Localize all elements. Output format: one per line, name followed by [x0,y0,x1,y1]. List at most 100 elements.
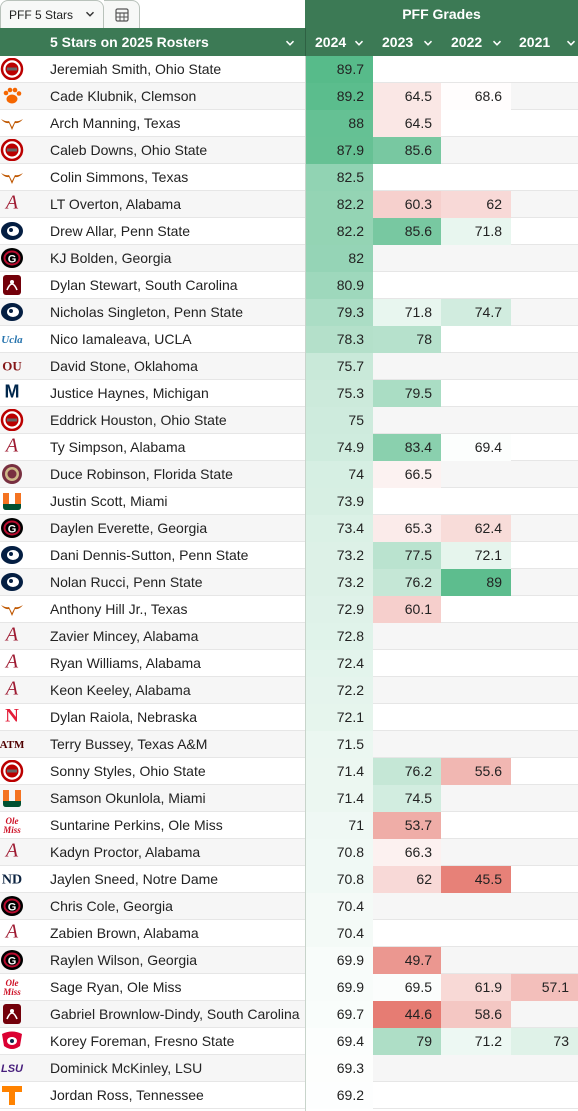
grade-cell-2021[interactable] [511,839,578,866]
table-row[interactable]: N Dylan Raiola, Nebraska 72.1 [0,704,578,731]
grade-cell-2021[interactable] [511,623,578,650]
column-header-2023[interactable]: 2023 [373,28,441,56]
grade-cell-2024[interactable]: 82.5 [306,164,373,191]
player-name-cell[interactable]: Arch Manning, Texas [50,115,181,131]
grade-cell-2021[interactable] [511,353,578,380]
grade-cell-2023[interactable]: 76.2 [373,569,441,596]
grade-cell-2022[interactable] [441,488,511,515]
player-name-cell[interactable]: Dylan Stewart, South Carolina [50,277,238,293]
grade-cell-2021[interactable] [511,407,578,434]
grade-cell-2024[interactable]: 82.2 [306,218,373,245]
grade-cell-2024[interactable]: 70.4 [306,920,373,947]
grade-cell-2022[interactable] [441,353,511,380]
grade-cell-2024[interactable]: 87.9 [306,137,373,164]
player-name-cell[interactable]: Cade Klubnik, Clemson [50,88,197,104]
grade-cell-2022[interactable] [441,1055,511,1082]
table-row[interactable]: Ole Miss Sage Ryan, Ole Miss 69.9 69.5 61.9 57… [0,974,578,1001]
grade-cell-2024[interactable]: 73.9 [306,488,373,515]
grade-cell-2022[interactable] [441,677,511,704]
grade-cell-2022[interactable] [441,839,511,866]
grade-cell-2021[interactable] [511,83,578,110]
table-row[interactable]: Dani Dennis-Sutton, Penn State 73.2 77.5 72… [0,542,578,569]
grade-cell-2023[interactable] [373,623,441,650]
grade-cell-2022[interactable] [441,596,511,623]
table-row[interactable]: Drew Allar, Penn State 82.2 85.6 71.8 [0,218,578,245]
grade-cell-2024[interactable]: 69.9 [306,947,373,974]
grade-cell-2024[interactable]: 72.4 [306,650,373,677]
grade-cell-2021[interactable] [511,1082,578,1109]
player-name-cell[interactable]: Justin Scott, Miami [50,493,168,509]
table-row[interactable]: Duce Robinson, Florida State 74 66.5 [0,461,578,488]
grade-cell-2023[interactable]: 49.7 [373,947,441,974]
table-row[interactable]: Ole Miss Suntarine Perkins, Ole Miss 71 53.7 [0,812,578,839]
grade-cell-2023[interactable]: 85.6 [373,137,441,164]
grade-cell-2022[interactable] [441,650,511,677]
table-row[interactable]: Samson Okunlola, Miami 71.4 74.5 [0,785,578,812]
table-row[interactable]: Dylan Stewart, South Carolina 80.9 [0,272,578,299]
grade-cell-2021[interactable] [511,191,578,218]
sheet-tab[interactable]: PFF 5 Stars [0,0,104,28]
table-row[interactable]: Caleb Downs, Ohio State 87.9 85.6 [0,137,578,164]
grade-cell-2023[interactable]: 44.6 [373,1001,441,1028]
grade-cell-2023[interactable]: 53.7 [373,812,441,839]
grade-cell-2022[interactable] [441,947,511,974]
grade-cell-2024[interactable]: 72.1 [306,704,373,731]
grade-cell-2023[interactable]: 78 [373,326,441,353]
player-name-cell[interactable]: Ryan Williams, Alabama [50,655,201,671]
grade-cell-2024[interactable]: 88 [306,110,373,137]
player-name-cell[interactable]: Daylen Everette, Georgia [50,520,208,536]
table-row[interactable]: A Keon Keeley, Alabama 72.2 [0,677,578,704]
grade-cell-2024[interactable]: 72.2 [306,677,373,704]
table-row[interactable]: G Raylen Wilson, Georgia 69.9 49.7 [0,947,578,974]
player-name-cell[interactable]: Zavier Mincey, Alabama [50,628,199,644]
player-name-cell[interactable]: Gabriel Brownlow-Dindy, South Carolina [50,1006,300,1022]
player-name-cell[interactable]: Ty Simpson, Alabama [50,439,186,455]
table-row[interactable]: ATM Terry Bussey, Texas A&M 71.5 [0,731,578,758]
grade-cell-2022[interactable] [441,704,511,731]
grade-cell-2022[interactable]: 58.6 [441,1001,511,1028]
grade-cell-2022[interactable]: 45.5 [441,866,511,893]
grade-cell-2023[interactable] [373,164,441,191]
table-row[interactable]: M Justice Haynes, Michigan 75.3 79.5 [0,380,578,407]
grade-cell-2022[interactable]: 62.4 [441,515,511,542]
player-name-cell[interactable]: Dylan Raiola, Nebraska [50,709,198,725]
grade-cell-2021[interactable] [511,164,578,191]
table-row[interactable]: Sonny Styles, Ohio State 71.4 76.2 55.6 [0,758,578,785]
grade-cell-2023[interactable]: 85.6 [373,218,441,245]
player-name-cell[interactable]: Sage Ryan, Ole Miss [50,979,182,995]
grade-cell-2024[interactable]: 73.2 [306,542,373,569]
grade-cell-2022[interactable]: 89 [441,569,511,596]
grade-cell-2024[interactable]: 71.5 [306,731,373,758]
grade-cell-2022[interactable]: 68.6 [441,83,511,110]
grade-cell-2023[interactable] [373,56,441,83]
grade-cell-2022[interactable]: 72.1 [441,542,511,569]
table-row[interactable]: LSU Dominick McKinley, LSU 69.3 [0,1055,578,1082]
column-header-2022[interactable]: 2022 [441,28,511,56]
player-name-cell[interactable]: Suntarine Perkins, Ole Miss [50,817,223,833]
grade-cell-2023[interactable]: 65.3 [373,515,441,542]
grade-cell-2022[interactable] [441,461,511,488]
grade-cell-2023[interactable] [373,272,441,299]
player-name-cell[interactable]: Nico Iamaleava, UCLA [50,331,192,347]
grade-cell-2021[interactable] [511,596,578,623]
grade-cell-2023[interactable]: 71.8 [373,299,441,326]
grade-cell-2021[interactable] [511,569,578,596]
grade-cell-2023[interactable]: 64.5 [373,110,441,137]
grade-cell-2023[interactable] [373,920,441,947]
grade-cell-2023[interactable] [373,1082,441,1109]
grade-cell-2023[interactable]: 66.5 [373,461,441,488]
table-row[interactable]: A Ryan Williams, Alabama 72.4 [0,650,578,677]
grade-cell-2022[interactable] [441,812,511,839]
grade-cell-2023[interactable] [373,353,441,380]
grade-cell-2023[interactable] [373,1055,441,1082]
grade-cell-2024[interactable]: 79.3 [306,299,373,326]
grade-cell-2021[interactable] [511,434,578,461]
grade-cell-2024[interactable]: 70.8 [306,839,373,866]
grade-cell-2024[interactable]: 70.4 [306,893,373,920]
player-name-cell[interactable]: Zabien Brown, Alabama [50,925,199,941]
player-name-cell[interactable]: Anthony Hill Jr., Texas [50,601,188,617]
grade-cell-2021[interactable] [511,785,578,812]
grade-cell-2021[interactable] [511,920,578,947]
chevron-down-icon[interactable] [492,38,502,48]
grade-cell-2022[interactable] [441,1082,511,1109]
